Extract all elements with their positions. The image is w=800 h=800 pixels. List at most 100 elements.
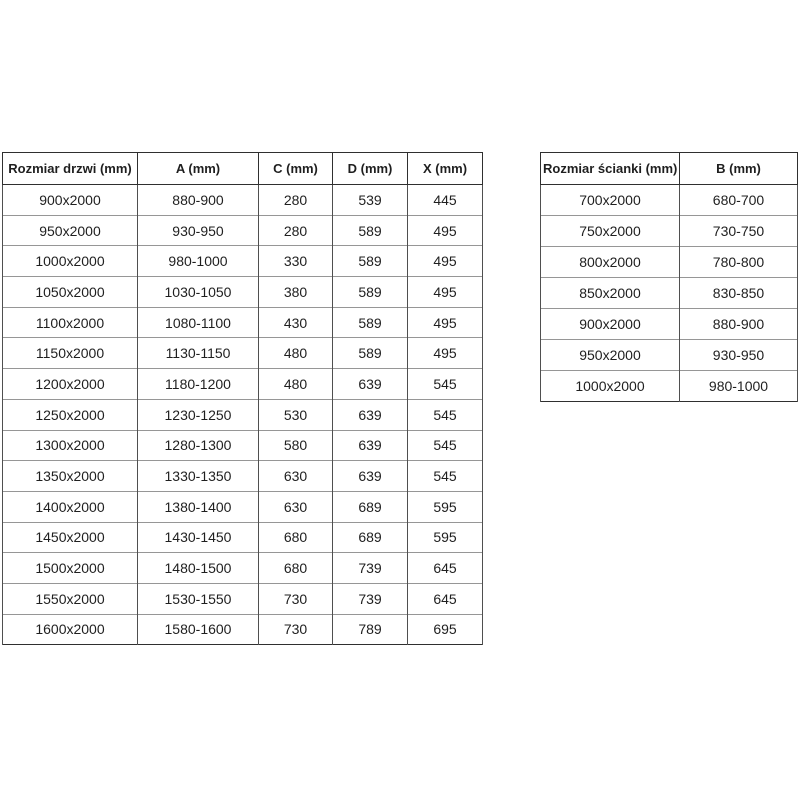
table-cell: 1000x2000 [2, 245, 138, 277]
table-cell: 430 [258, 306, 333, 338]
table-row: 1150x2000 1130-1150 480 589 495 [2, 337, 483, 369]
table-row: 900x2000 880-900 [540, 308, 798, 340]
table-cell: 1280-1300 [137, 429, 259, 461]
table-cell: 1080-1100 [137, 306, 259, 338]
table-row: 1100x2000 1080-1100 430 589 495 [2, 306, 483, 338]
table-cell: 900x2000 [540, 308, 680, 340]
table-cell: 1100x2000 [2, 306, 138, 338]
table-row: 1500x2000 1480-1500 680 739 645 [2, 552, 483, 584]
table-cell: 700x2000 [540, 184, 680, 216]
table-cell: 495 [407, 245, 483, 277]
table-cell: 730 [258, 582, 333, 615]
table-cell: 639 [332, 429, 408, 461]
table-row: 1300x2000 1280-1300 580 639 545 [2, 429, 483, 461]
table-row: 1450x2000 1430-1450 680 689 595 [2, 521, 483, 553]
table-cell: 1050x2000 [2, 276, 138, 308]
table-cell: 595 [407, 521, 483, 553]
table-cell: 330 [258, 245, 333, 277]
table-cell: 1030-1050 [137, 276, 259, 308]
table-cell: 730-750 [679, 215, 798, 247]
table-cell: 545 [407, 460, 483, 492]
table-cell: 495 [407, 214, 483, 246]
table-cell: 589 [332, 306, 408, 338]
table-row: 800x2000 780-800 [540, 246, 798, 278]
table-cell: 630 [258, 490, 333, 523]
table-cell: 589 [332, 214, 408, 246]
table-cell: 980-1000 [679, 370, 798, 402]
table-cell: 1230-1250 [137, 398, 259, 430]
table-cell: 280 [258, 214, 333, 246]
table-cell: 780-800 [679, 246, 798, 278]
table-row: 700x2000 680-700 [540, 184, 798, 216]
table-cell: 739 [332, 552, 408, 584]
col-header-door-size: Rozmiar drzwi (mm) [2, 152, 138, 185]
table-row: 1050x2000 1030-1050 380 589 495 [2, 276, 483, 308]
table-cell: 1530-1550 [137, 582, 259, 615]
table-cell: 480 [258, 337, 333, 369]
table-cell: 680-700 [679, 184, 798, 216]
table-cell: 1430-1450 [137, 521, 259, 553]
table-cell: 739 [332, 582, 408, 615]
table-cell: 445 [407, 184, 483, 216]
table-cell: 950x2000 [2, 214, 138, 246]
table-cell: 530 [258, 398, 333, 430]
table-cell: 1150x2000 [2, 337, 138, 369]
table-cell: 495 [407, 337, 483, 369]
door-table-header-row: Rozmiar drzwi (mm) A (mm) C (mm) D (mm) … [2, 152, 483, 185]
table-cell: 495 [407, 306, 483, 338]
table-cell: 1000x2000 [540, 370, 680, 402]
table-cell: 545 [407, 429, 483, 461]
table-cell: 800x2000 [540, 246, 680, 278]
table-cell: 1330-1350 [137, 460, 259, 492]
table-row: 1200x2000 1180-1200 480 639 545 [2, 368, 483, 400]
table-row: 1250x2000 1230-1250 530 639 545 [2, 398, 483, 430]
table-cell: 380 [258, 276, 333, 308]
table-row: 950x2000 930-950 280 589 495 [2, 214, 483, 246]
table-row: 1000x2000 980-1000 330 589 495 [2, 245, 483, 277]
table-cell: 580 [258, 429, 333, 461]
table-cell: 680 [258, 552, 333, 584]
table-cell: 495 [407, 276, 483, 308]
table-cell: 639 [332, 460, 408, 492]
door-sizes-table: Rozmiar drzwi (mm) A (mm) C (mm) D (mm) … [2, 152, 483, 646]
table-cell: 539 [332, 184, 408, 216]
table-cell: 1250x2000 [2, 398, 138, 430]
col-header-wall-size: Rozmiar ścianki (mm) [540, 152, 680, 185]
col-header-c: C (mm) [258, 152, 333, 185]
table-cell: 880-900 [679, 308, 798, 340]
table-row: 900x2000 880-900 280 539 445 [2, 184, 483, 216]
table-row: 1600x2000 1580-1600 730 789 695 [2, 613, 483, 645]
col-header-a: A (mm) [137, 152, 259, 185]
col-header-x: X (mm) [407, 152, 483, 185]
col-header-d: D (mm) [332, 152, 408, 185]
table-cell: 680 [258, 521, 333, 553]
table-cell: 950x2000 [540, 339, 680, 371]
table-cell: 880-900 [137, 184, 259, 216]
table-cell: 545 [407, 398, 483, 430]
table-cell: 1480-1500 [137, 552, 259, 584]
table-cell: 900x2000 [2, 184, 138, 216]
table-cell: 1550x2000 [2, 582, 138, 615]
table-cell: 730 [258, 613, 333, 645]
table-cell: 1600x2000 [2, 613, 138, 645]
table-row: 1350x2000 1330-1350 630 639 545 [2, 460, 483, 492]
table-cell: 695 [407, 613, 483, 645]
table-row: 1400x2000 1380-1400 630 689 595 [2, 490, 483, 523]
table-cell: 1500x2000 [2, 552, 138, 584]
table-cell: 639 [332, 368, 408, 400]
table-cell: 1380-1400 [137, 490, 259, 523]
table-cell: 930-950 [137, 214, 259, 246]
table-cell: 1450x2000 [2, 521, 138, 553]
table-cell: 789 [332, 613, 408, 645]
table-cell: 980-1000 [137, 245, 259, 277]
table-cell: 850x2000 [540, 277, 680, 309]
table-cell: 589 [332, 337, 408, 369]
table-cell: 930-950 [679, 339, 798, 371]
table-cell: 1580-1600 [137, 613, 259, 645]
table-cell: 280 [258, 184, 333, 216]
table-cell: 750x2000 [540, 215, 680, 247]
table-cell: 645 [407, 552, 483, 584]
col-header-b: B (mm) [679, 152, 798, 185]
table-cell: 545 [407, 368, 483, 400]
wall-sizes-table: Rozmiar ścianki (mm) B (mm) 700x2000 680-… [540, 152, 798, 402]
